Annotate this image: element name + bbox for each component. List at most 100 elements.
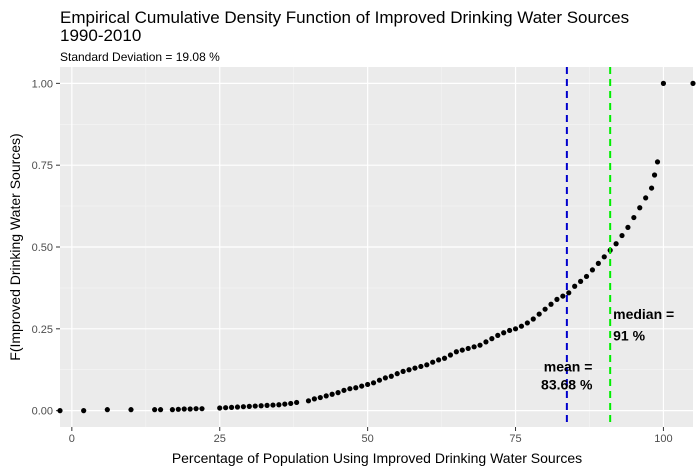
ecdf-point: [270, 402, 276, 408]
ecdf-point: [157, 407, 164, 413]
ecdf-point: [264, 402, 270, 408]
ecdf-point: [406, 367, 412, 373]
ecdf-point: [365, 381, 371, 388]
ecdf-point: [507, 327, 513, 334]
ecdf-point: [501, 330, 507, 336]
ecdf-point: [619, 232, 625, 239]
ecdf-point: [252, 403, 258, 409]
y-tick-label: 0.50: [32, 242, 53, 254]
ecdf-point: [181, 406, 187, 412]
ecdf-point: [430, 359, 436, 365]
chart-subtitle: Standard Deviation = 19.08 %: [60, 50, 220, 64]
ecdf-point: [595, 260, 601, 266]
x-tick-label: 100: [654, 433, 672, 445]
x-tick-label: 75: [509, 433, 521, 445]
ecdf-point: [577, 278, 584, 284]
ecdf-point: [152, 407, 158, 413]
x-tick-label: 0: [69, 433, 75, 445]
ecdf-point: [341, 387, 347, 393]
ecdf-point: [329, 391, 335, 397]
chart-title-line2: 1990-2010: [60, 26, 141, 45]
ecdf-point: [613, 241, 619, 247]
ecdf-point: [548, 301, 554, 307]
ecdf-point: [240, 404, 246, 410]
ecdf-point: [583, 273, 590, 280]
ecdf-point: [223, 405, 229, 411]
median-value-label: 91 %: [613, 327, 645, 343]
ecdf-point: [228, 404, 235, 410]
ecdf-point: [625, 224, 631, 230]
ecdf-point: [394, 371, 400, 377]
y-axis-title: F(Improved Drinking Water Sources): [7, 133, 23, 360]
y-tick-label: 1.00: [32, 78, 53, 90]
ecdf-point: [388, 373, 394, 379]
ecdf-point: [234, 404, 241, 410]
ecdf-point: [643, 195, 649, 201]
ecdf-point: [412, 365, 418, 371]
x-axis-title: Percentage of Population Using Improved …: [172, 450, 582, 466]
ecdf-point: [175, 406, 181, 412]
ecdf-point: [453, 349, 459, 355]
ecdf-point: [376, 377, 383, 383]
ecdf-point: [654, 159, 661, 165]
chart-title-line1: Empirical Cumulative Density Function of…: [60, 8, 629, 27]
y-tick-label: 0.25: [32, 324, 53, 336]
ecdf-point: [169, 407, 176, 413]
ecdf-point: [288, 400, 294, 407]
ecdf-point: [589, 267, 596, 273]
ecdf-point: [400, 368, 406, 374]
ecdf-point: [524, 320, 530, 326]
ecdf-point: [637, 205, 643, 211]
ecdf-point: [572, 283, 578, 289]
y-tick-label: 0.00: [32, 406, 53, 418]
ecdf-point: [648, 185, 655, 191]
ecdf-point: [317, 394, 323, 401]
ecdf-point: [518, 323, 525, 329]
ecdf-point: [477, 342, 483, 348]
ecdf-point: [382, 375, 388, 381]
ecdf-point: [536, 311, 542, 317]
ecdf-point: [335, 390, 341, 396]
ecdf-point: [530, 316, 536, 322]
ecdf-point: [651, 172, 658, 178]
ecdf-point: [187, 406, 193, 412]
ecdf-point: [601, 254, 607, 260]
mean-value-label: 83.68 %: [541, 376, 593, 392]
ecdf-point: [690, 80, 696, 86]
ecdf-point: [128, 407, 134, 413]
ecdf-point: [323, 393, 329, 399]
mean-label: mean =: [544, 358, 593, 374]
ecdf-point: [246, 403, 252, 409]
x-tick-label: 25: [214, 433, 226, 445]
ecdf-point: [305, 398, 312, 404]
ecdf-point: [554, 296, 560, 302]
ecdf-point: [489, 336, 495, 342]
plot-area: 0 25 50 75 100 0.00 0.25 0.50 0.75 1.00 mean = 83.6…: [32, 67, 696, 445]
ecdf-point: [495, 332, 501, 338]
ecdf-point: [631, 214, 637, 221]
ecdf-point: [217, 405, 223, 411]
ecdf-point: [542, 306, 548, 312]
ecdf-point: [424, 362, 430, 368]
ecdf-point: [436, 357, 442, 363]
ecdf-point: [660, 80, 667, 86]
y-tick-label: 0.75: [32, 160, 53, 172]
ecdf-point: [193, 406, 199, 412]
ecdf-point: [199, 406, 205, 412]
ecdf-point: [465, 345, 471, 352]
ecdf-point: [258, 403, 264, 409]
ecdf-point: [276, 402, 282, 408]
ecdf-point: [441, 355, 448, 361]
ecdf-point: [566, 290, 572, 296]
ecdf-point: [447, 352, 454, 358]
ecdf-point: [294, 399, 300, 406]
ecdf-point: [471, 344, 477, 350]
ecdf-point: [512, 326, 519, 332]
ecdf-point: [353, 385, 359, 391]
ecdf-point: [418, 363, 424, 370]
ecdf-point: [370, 380, 377, 386]
ecdf-point: [459, 347, 465, 353]
median-label: median =: [613, 306, 674, 322]
ecdf-point: [282, 401, 288, 407]
